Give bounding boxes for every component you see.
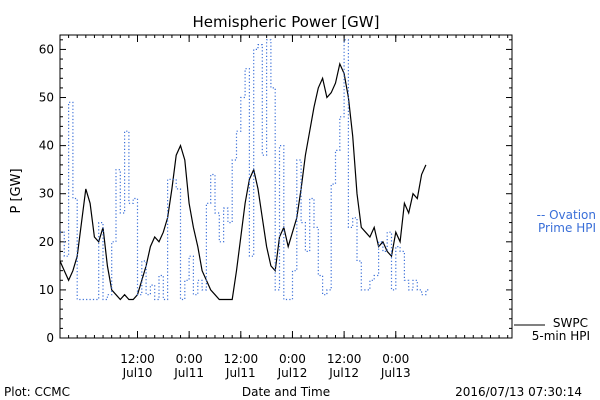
y-tick-label: 60 bbox=[39, 42, 54, 56]
y-axis-label: P [GW] bbox=[9, 168, 24, 213]
x-tick-date-label: Jul13 bbox=[380, 366, 411, 380]
legend-item-swpc: SWPC 5-min HPI bbox=[514, 316, 590, 343]
x-axis: 12:00Jul100:00Jul1112:00Jul110:00Jul1212… bbox=[59, 35, 509, 380]
x-tick-time-label: 12:00 bbox=[327, 352, 362, 366]
legend-swpc-line1: SWPC bbox=[553, 316, 588, 330]
ovation-line bbox=[60, 39, 431, 301]
footer-timestamp: 2016/07/13 07:30:14 bbox=[455, 385, 582, 399]
plot-frame bbox=[59, 34, 513, 339]
x-axis-label: Date and Time bbox=[242, 385, 330, 399]
y-tick-label: 50 bbox=[39, 91, 54, 105]
legend-item-ovation: -- Ovation Prime HPI bbox=[537, 208, 596, 235]
plot-area bbox=[59, 34, 513, 339]
y-tick-label: 0 bbox=[46, 331, 54, 345]
legend: -- Ovation Prime HPI SWPC 5-min HPI bbox=[514, 208, 596, 343]
x-tick-date-label: Jul12 bbox=[277, 366, 308, 380]
y-tick-label: 20 bbox=[39, 235, 54, 249]
series-swpc bbox=[59, 62, 427, 301]
footer-plot-credit: Plot: CCMC bbox=[4, 385, 70, 399]
chart-title: Hemispheric Power [GW] bbox=[193, 13, 380, 31]
x-tick-date-label: Jul11 bbox=[225, 366, 256, 380]
y-axis: 0 10 20 30 40 50 60 bbox=[39, 39, 512, 345]
x-tick-date-label: Jul11 bbox=[173, 366, 204, 380]
legend-ovation-line2: Prime HPI bbox=[538, 221, 596, 235]
y-tick-label: 30 bbox=[39, 187, 54, 201]
x-tick-date-label: Jul12 bbox=[328, 366, 359, 380]
y-tick-label: 10 bbox=[39, 283, 54, 297]
x-tick-date-label: Jul10 bbox=[122, 366, 153, 380]
y-tick-label: 40 bbox=[39, 139, 54, 153]
x-tick-time-label: 0:00 bbox=[382, 352, 409, 366]
legend-ovation-line1: -- Ovation bbox=[537, 208, 596, 222]
series-layer bbox=[59, 39, 431, 301]
series-ovation bbox=[60, 39, 431, 301]
x-tick-time-label: 12:00 bbox=[224, 352, 259, 366]
x-tick-time-label: 0:00 bbox=[279, 352, 306, 366]
legend-swpc-line2: 5-min HPI bbox=[532, 329, 590, 343]
x-tick-time-label: 0:00 bbox=[176, 352, 203, 366]
x-tick-time-label: 12:00 bbox=[120, 352, 155, 366]
swpc-line bbox=[59, 62, 427, 301]
